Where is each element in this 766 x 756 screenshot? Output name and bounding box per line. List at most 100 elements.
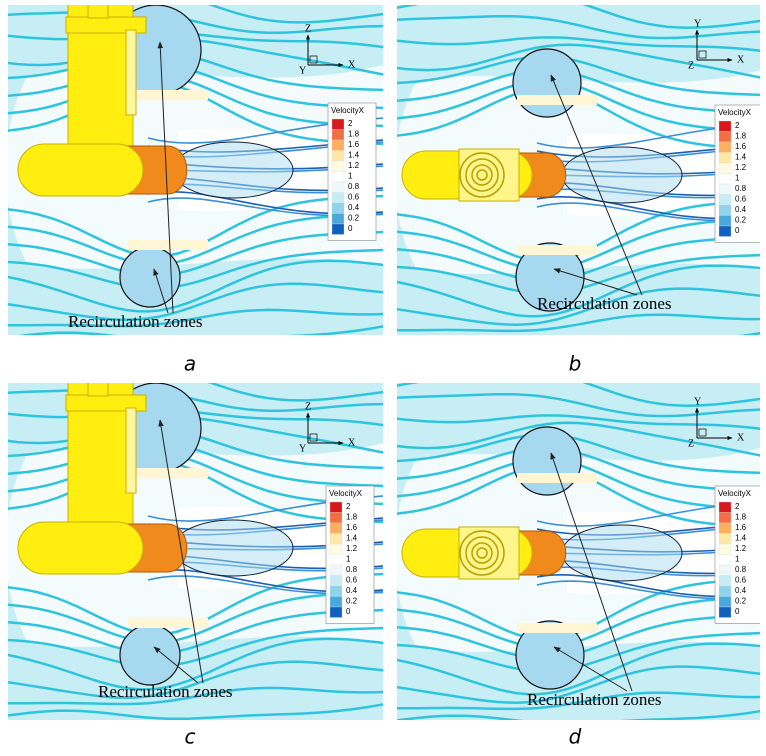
shear-band: [517, 95, 597, 105]
legend-tick: 1.6: [735, 142, 747, 151]
legend-tick: 1.8: [735, 513, 747, 522]
axis-label: Z: [305, 23, 311, 34]
panel: ZXYVelocityX21.81.61.41.210.80.60.40.20R…: [0, 364, 388, 720]
legend-tick: 0.8: [348, 182, 360, 191]
legend-swatch: [332, 203, 344, 214]
legend-tick: 0.8: [346, 565, 358, 574]
panel-label: d: [569, 725, 582, 749]
legend-tick: 1: [735, 555, 740, 564]
legend-tick: 0: [735, 226, 740, 235]
legend-swatch: [719, 142, 731, 153]
axis-label: X: [348, 59, 356, 70]
legend-tick: 0.4: [735, 586, 747, 595]
panel-label: c: [185, 725, 196, 749]
legend-swatch: [719, 216, 731, 227]
legend-tick: 0.8: [735, 565, 747, 574]
wake-outline: [562, 147, 682, 203]
legend-tick: 1.4: [735, 534, 747, 543]
legend-swatch: [719, 205, 731, 216]
panel: ZXYVelocityX21.81.61.41.210.80.60.40.20R…: [0, 0, 388, 341]
legend-swatch: [719, 523, 731, 534]
legend-tick: 1.8: [735, 132, 747, 141]
legend-title: VelocityX: [329, 489, 363, 498]
hub: [459, 527, 519, 579]
post-strut: [126, 408, 136, 493]
shear-band: [517, 473, 597, 483]
legend-title: VelocityX: [331, 106, 365, 115]
legend-swatch: [332, 193, 344, 204]
legend-tick: 0.6: [735, 195, 747, 204]
legend-tick: 2: [346, 502, 351, 511]
legend-tick: 0.6: [348, 193, 360, 202]
legend-swatch: [719, 174, 731, 185]
legend-swatch: [719, 544, 731, 555]
axis-label: Z: [688, 60, 694, 71]
legend-swatch: [332, 119, 344, 130]
legend-swatch: [719, 576, 731, 587]
page: {"colormap":["#d7191c","#f46d43","#fdae6…: [0, 0, 766, 751]
recirculation-zone: [513, 49, 581, 117]
legend-tick: 1.2: [735, 544, 747, 553]
legend-swatch: [332, 224, 344, 235]
post-top: [88, 378, 108, 396]
legend-swatch: [330, 576, 342, 587]
legend-swatch: [719, 555, 731, 566]
shear-band: [517, 623, 597, 633]
legend-tick: 0.2: [735, 216, 747, 225]
legend-swatch: [330, 513, 342, 524]
legend-swatch: [719, 121, 731, 132]
legend-swatch: [719, 184, 731, 195]
recirculation-zone: [120, 625, 180, 685]
legend-tick: 0.6: [735, 576, 747, 585]
legend-swatch: [719, 565, 731, 576]
legend-swatch: [719, 132, 731, 143]
post-top: [88, 0, 108, 18]
panel-label: a: [184, 352, 196, 376]
annotation: Recirculation zones: [527, 690, 662, 709]
legend-tick: 0.4: [348, 203, 360, 212]
legend-swatch: [719, 195, 731, 206]
wake-outline: [173, 142, 293, 198]
legend-tick: 1.6: [735, 523, 747, 532]
legend-swatch: [330, 565, 342, 576]
legend-tick: 1.4: [348, 151, 360, 160]
legend-tick: 1.6: [348, 140, 360, 149]
legend-tick: 0: [348, 224, 353, 233]
legend-tick: 1: [346, 555, 351, 564]
legend-tick: 0.2: [346, 597, 358, 606]
legend-swatch: [719, 153, 731, 164]
legend-swatch: [719, 586, 731, 597]
legend-swatch: [332, 172, 344, 183]
legend-swatch: [332, 182, 344, 193]
legend-swatch: [332, 161, 344, 172]
legend-tick: 0.4: [346, 586, 358, 595]
post-strut: [126, 30, 136, 115]
axis-label: Y: [694, 396, 701, 407]
legend-tick: 0: [346, 607, 351, 616]
legend-tick: 0.6: [346, 576, 358, 585]
legend-swatch: [330, 544, 342, 555]
legend-tick: 1.2: [346, 544, 358, 553]
axis-label: Y: [299, 65, 306, 76]
shear-band: [128, 240, 208, 250]
shear-band: [128, 90, 208, 100]
axis-label: Z: [305, 401, 311, 412]
axis-label: X: [348, 437, 356, 448]
legend-tick: 1.4: [346, 534, 358, 543]
legend-swatch: [332, 130, 344, 141]
axis-label: Y: [694, 18, 701, 29]
axis-label: X: [737, 54, 745, 65]
legend-tick: 1.8: [348, 130, 360, 139]
legend-swatch: [330, 523, 342, 534]
legend-tick: 1: [735, 174, 740, 183]
legend-swatch: [719, 534, 731, 545]
panel: YXZVelocityX21.81.61.41.210.80.60.40.20R…: [387, 369, 766, 724]
legend-swatch: [332, 151, 344, 162]
annotation: Recirculation zones: [98, 682, 233, 701]
shear-band: [517, 245, 597, 255]
legend-swatch: [332, 214, 344, 225]
legend-tick: 0.2: [735, 597, 747, 606]
legend-swatch: [330, 597, 342, 608]
legend-tick: 1.2: [735, 163, 747, 172]
legend-swatch: [332, 140, 344, 151]
